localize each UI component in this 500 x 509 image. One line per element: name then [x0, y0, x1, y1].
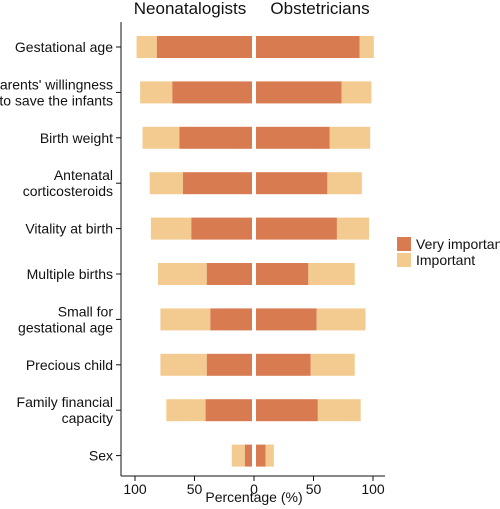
panel-title-neonatologists: Neonatalogists: [134, 0, 246, 18]
bar-neonatologists-important-2: [142, 126, 180, 149]
legend: Very important Important: [397, 236, 500, 268]
bar-obstetricians-important-6: [316, 308, 366, 331]
category-label-6: Small for gestational age: [18, 303, 113, 335]
bar-neonatologists-very-important-5: [206, 263, 252, 285]
category-label-7: Precious child: [26, 357, 113, 373]
bar-neonatologists-important-9: [231, 444, 245, 467]
bar-neonatologists-important-7: [160, 353, 207, 376]
category-label-2: Birth weight: [40, 130, 113, 146]
bar-obstetricians-important-0: [359, 36, 374, 58]
category-label-4: Vitality at birth: [25, 221, 113, 237]
legend-label-very-important: Very important: [416, 236, 500, 252]
legend-swatch-important: [397, 253, 411, 267]
category-label-0: Gestational age: [15, 39, 113, 55]
bar-neonatologists-very-important-4: [191, 217, 252, 240]
bar-neonatologists-very-important-6: [210, 308, 252, 331]
category-label-1: Parents' willingness to save the infants: [0, 76, 113, 108]
bar-obstetricians-very-important-4: [256, 217, 337, 240]
x-axis-ticks: 100 50 0 50 100: [123, 476, 385, 497]
legend-label-important: Important: [416, 252, 475, 268]
bar-obstetricians-important-7: [310, 353, 355, 376]
bar-neonatologists-very-important-8: [205, 399, 252, 422]
bar-obstetricians-very-important-3: [256, 172, 328, 195]
bar-neonatologists-very-important-0: [156, 36, 252, 58]
bar-obstetricians-important-3: [327, 172, 362, 195]
panel-title-obstetricians: Obstetricians: [270, 0, 369, 18]
category-label-5: Multiple births: [27, 266, 113, 282]
bar-obstetricians-very-important-2: [256, 126, 330, 149]
category-labels: Gestational age Parents' willingness to sa…: [0, 39, 121, 464]
x-tick-label-1: 50: [187, 481, 203, 497]
bar-neonatologists-very-important-9: [244, 444, 252, 467]
bar-neonatologists-important-1: [140, 81, 173, 104]
x-tick-label-0: 100: [123, 481, 147, 497]
bar-obstetricians-important-2: [329, 126, 371, 149]
bar-obstetricians-important-5: [308, 263, 355, 285]
bar-obstetricians-very-important-8: [256, 399, 318, 422]
bar-neonatologists-important-3: [149, 172, 183, 195]
bar-neonatologists-very-important-2: [179, 126, 252, 149]
bar-obstetricians-very-important-6: [256, 308, 317, 331]
x-axis-title: Percentage (%): [205, 489, 302, 505]
legend-swatch-very-important: [397, 237, 411, 251]
category-label-8: Family financial capacity: [17, 394, 113, 426]
bar-neonatologists-important-8: [166, 399, 206, 422]
bar-neonatologists-very-important-7: [206, 353, 252, 376]
x-tick-label-2: 0: [250, 481, 258, 497]
bar-obstetricians-important-8: [317, 399, 361, 422]
x-tick-label-4: 100: [361, 481, 385, 497]
bar-obstetricians-important-4: [336, 217, 370, 240]
bar-neonatologists-very-important-1: [172, 81, 252, 104]
category-label-3: Antenatal corticosteroids: [23, 167, 113, 199]
bar-obstetricians-important-9: [265, 444, 274, 467]
category-label-9: Sex: [89, 448, 113, 464]
bar-neonatologists-important-6: [160, 308, 211, 331]
bar-obstetricians-very-important-1: [256, 81, 342, 104]
bar-obstetricians-very-important-7: [256, 353, 311, 376]
bar-obstetricians-very-important-5: [256, 263, 309, 285]
bar-neonatologists-very-important-3: [182, 172, 252, 195]
bar-neonatologists-important-0: [136, 36, 157, 58]
x-tick-label-3: 50: [306, 481, 322, 497]
bar-obstetricians-very-important-9: [256, 444, 266, 467]
bars-group: [136, 36, 374, 467]
bar-neonatologists-important-5: [157, 263, 207, 285]
bar-neonatologists-important-4: [150, 217, 192, 240]
bar-obstetricians-important-1: [341, 81, 372, 104]
bar-obstetricians-very-important-0: [256, 36, 360, 58]
